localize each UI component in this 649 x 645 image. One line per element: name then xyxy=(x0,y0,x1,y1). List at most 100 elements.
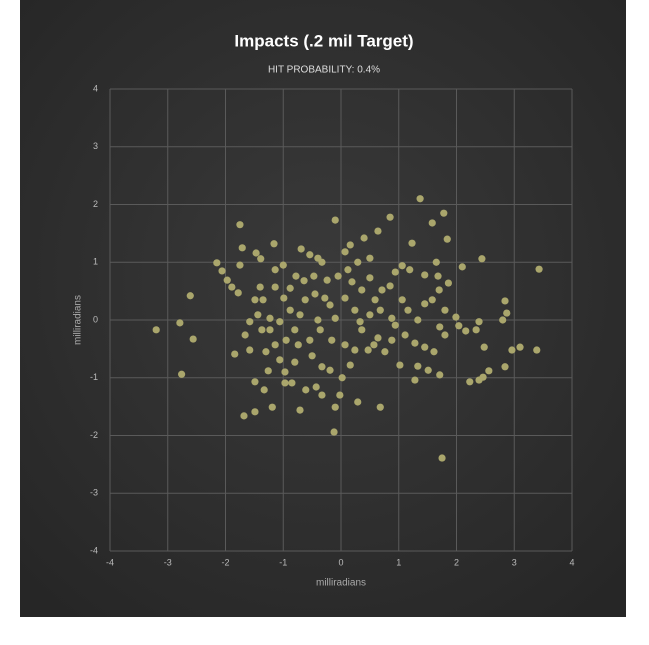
point xyxy=(294,341,302,349)
point xyxy=(421,300,429,308)
point xyxy=(485,367,493,375)
point xyxy=(436,323,444,331)
point xyxy=(396,361,404,369)
point xyxy=(228,283,236,291)
point xyxy=(438,454,446,462)
point xyxy=(292,272,300,280)
x-tick-label: 4 xyxy=(569,557,574,567)
point xyxy=(341,248,349,256)
point xyxy=(374,334,382,342)
point xyxy=(291,326,299,334)
point xyxy=(466,378,474,386)
point xyxy=(401,331,409,339)
point xyxy=(503,309,511,317)
point xyxy=(444,279,453,287)
point xyxy=(318,363,326,371)
point xyxy=(341,294,349,302)
point xyxy=(326,301,334,309)
point xyxy=(256,283,264,291)
point xyxy=(376,403,384,411)
point xyxy=(378,286,386,294)
point xyxy=(432,258,440,266)
point xyxy=(231,350,239,358)
point xyxy=(452,313,460,321)
point xyxy=(258,326,266,334)
point xyxy=(391,321,399,329)
point xyxy=(430,348,438,356)
point xyxy=(301,296,309,304)
y-axis-label: milliradians xyxy=(73,295,84,345)
point xyxy=(306,251,314,259)
point xyxy=(366,311,374,319)
point xyxy=(330,428,338,436)
y-tick-label: -1 xyxy=(90,372,98,382)
point xyxy=(276,318,284,326)
point xyxy=(411,339,419,347)
y-tick-label: 3 xyxy=(93,141,98,151)
point xyxy=(281,368,289,376)
point xyxy=(152,326,160,334)
point xyxy=(366,274,374,282)
point xyxy=(268,403,276,411)
point xyxy=(286,306,294,314)
point xyxy=(310,272,318,280)
point xyxy=(370,341,378,349)
point xyxy=(414,362,422,370)
point xyxy=(246,318,254,326)
point xyxy=(501,297,509,305)
y-tick-label: 4 xyxy=(93,83,98,93)
point xyxy=(475,376,483,384)
point xyxy=(259,296,267,304)
point xyxy=(296,311,304,319)
point xyxy=(388,336,396,344)
point xyxy=(236,221,244,229)
point xyxy=(236,261,244,269)
point xyxy=(257,255,265,263)
chart-subtitle: HIT PROBABILITY: 0.4% xyxy=(268,65,380,76)
point xyxy=(381,348,389,356)
point xyxy=(251,296,259,304)
point xyxy=(178,370,186,378)
point xyxy=(323,276,331,284)
point xyxy=(238,244,246,252)
point xyxy=(321,294,329,302)
point xyxy=(364,346,372,354)
point xyxy=(296,406,304,414)
point xyxy=(271,283,279,291)
y-tick-label: 1 xyxy=(93,257,98,267)
x-tick-label: -3 xyxy=(164,557,172,567)
point xyxy=(351,346,359,354)
point xyxy=(421,271,429,279)
point xyxy=(318,391,326,399)
point xyxy=(331,216,339,224)
x-tick-label: -2 xyxy=(221,557,229,567)
x-tick-label: -1 xyxy=(279,557,287,567)
point xyxy=(371,296,379,304)
point xyxy=(341,341,349,349)
point xyxy=(312,383,320,391)
point xyxy=(441,306,449,314)
point xyxy=(281,379,289,387)
point xyxy=(338,374,346,382)
point xyxy=(316,326,324,334)
point xyxy=(354,258,362,266)
x-tick-label: -4 xyxy=(106,557,114,567)
point xyxy=(213,259,221,267)
point xyxy=(516,343,524,351)
point xyxy=(331,314,339,322)
point xyxy=(386,282,394,290)
point xyxy=(271,341,279,349)
point xyxy=(264,367,272,375)
point xyxy=(314,316,322,324)
point xyxy=(270,240,278,248)
point xyxy=(279,261,287,269)
point xyxy=(331,403,339,411)
point xyxy=(251,378,259,386)
x-tick-label: 2 xyxy=(454,557,459,567)
point xyxy=(356,318,364,326)
point xyxy=(398,262,406,270)
point xyxy=(501,363,509,371)
x-tick-label: 1 xyxy=(396,557,401,567)
point xyxy=(535,265,543,273)
point xyxy=(348,278,356,286)
